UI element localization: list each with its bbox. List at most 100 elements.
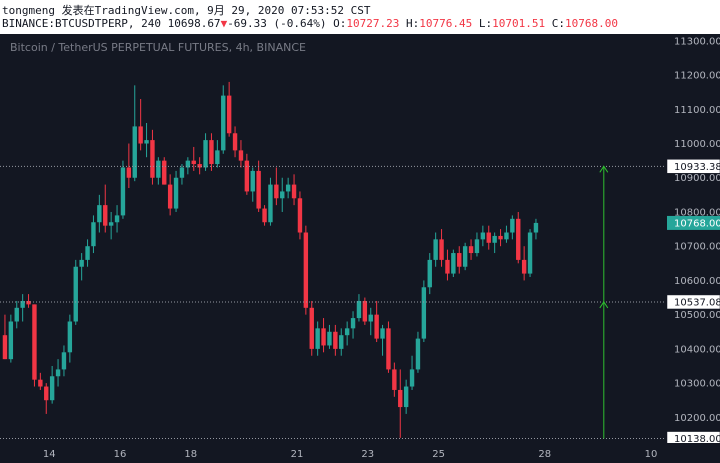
price-tick-label: 10200.00	[674, 413, 720, 424]
price-tag-background	[667, 215, 720, 230]
candle	[215, 140, 220, 168]
candle	[67, 314, 73, 363]
candle	[179, 164, 185, 185]
candle	[221, 85, 226, 154]
candle	[44, 383, 49, 414]
candle	[55, 359, 61, 387]
candle-body	[173, 177, 179, 209]
candle-body	[67, 321, 73, 353]
candle	[439, 229, 444, 267]
price-tag: 10537.08	[666, 294, 720, 310]
candle	[197, 157, 202, 175]
time-tick-label: 14	[43, 449, 56, 460]
price-axis: 10200.00 10300.00 10400.00 10500.00 10600.00…	[666, 34, 720, 443]
publisher-header: tongmeng 发表在TradingView.com, 9月 29, 2020…	[0, 0, 720, 34]
candle-body	[114, 215, 120, 223]
candle	[14, 300, 19, 329]
time-tick-label: 21	[291, 449, 304, 460]
time-tick-label: 10	[645, 449, 658, 460]
time-tick-label: 18	[184, 449, 197, 460]
price-tag-background	[666, 159, 720, 174]
candle-body	[215, 150, 220, 165]
candle-body	[297, 198, 303, 233]
time-tick-label: 25	[432, 449, 445, 460]
candle	[268, 177, 273, 226]
candle	[403, 379, 409, 414]
last-price: 10698.67	[167, 17, 221, 30]
candle	[498, 229, 503, 247]
price-tick-label: 10900.00	[674, 173, 720, 184]
time-axis-background	[0, 443, 720, 463]
candle	[415, 331, 421, 373]
candle	[344, 321, 350, 346]
candle	[297, 191, 303, 240]
candle	[521, 246, 527, 281]
candle	[108, 211, 114, 240]
candle	[79, 253, 84, 281]
price-tags-group: 10933.38 10768.00 10537.08 10138.00	[666, 159, 720, 446]
candle-body	[533, 222, 539, 233]
candle	[185, 157, 191, 175]
candle-body	[126, 167, 132, 178]
candle	[138, 99, 143, 151]
candle-body	[26, 300, 31, 305]
candle	[327, 324, 332, 349]
candle	[38, 372, 43, 390]
candle	[61, 345, 67, 377]
candle	[167, 174, 173, 216]
candle	[504, 225, 509, 243]
candle-body	[61, 352, 67, 370]
candle-body	[167, 184, 173, 209]
time-axis: 14 16 18 21 23 25 28 10	[0, 443, 720, 463]
candle-body	[14, 307, 19, 322]
candle-body	[468, 246, 474, 254]
candle	[333, 324, 338, 356]
price-tick-label: 10500.00	[674, 310, 720, 321]
price-tag-label: 10138.00	[674, 434, 720, 445]
candle-body	[108, 222, 114, 226]
candle-body	[339, 335, 344, 349]
price-change: -69.33 (-0.64%)	[227, 17, 327, 30]
price-tick-label: 10700.00	[674, 242, 720, 253]
candle-body	[510, 218, 515, 233]
candle	[409, 355, 415, 390]
candle-body	[445, 259, 450, 274]
symbol-label: BINANCE:BTCUSDTPERP, 240	[2, 17, 161, 30]
price-axis-background	[666, 34, 720, 443]
low-label: L:	[478, 17, 493, 30]
candle	[516, 211, 521, 264]
candle-body	[521, 259, 527, 274]
candle-body	[138, 126, 143, 144]
time-tick-label: 28	[538, 449, 551, 460]
candle-body	[221, 95, 226, 151]
candle-body	[451, 253, 456, 274]
candle-body	[79, 259, 84, 267]
candle	[114, 205, 120, 233]
candle	[232, 126, 238, 158]
candle-body	[85, 246, 90, 260]
candle	[309, 300, 314, 356]
candle-body	[309, 307, 314, 349]
candle-body	[344, 328, 350, 336]
candle-body	[386, 328, 391, 370]
candle	[303, 225, 309, 315]
candle	[315, 321, 320, 356]
candle-body	[315, 328, 320, 349]
candle-body	[362, 300, 368, 322]
candle-body	[498, 235, 503, 240]
candle-body	[197, 164, 202, 168]
candle-body	[516, 218, 521, 260]
candle	[350, 311, 356, 339]
candle-body	[103, 205, 108, 226]
candle-body	[492, 235, 497, 243]
candle	[510, 215, 515, 240]
candle-body	[256, 170, 261, 209]
candle-body	[162, 160, 167, 185]
price-tick-label: 10800.00	[674, 207, 720, 218]
candle	[244, 153, 250, 195]
candle-body	[38, 379, 43, 387]
candle	[427, 253, 432, 295]
candle-body	[527, 232, 533, 274]
